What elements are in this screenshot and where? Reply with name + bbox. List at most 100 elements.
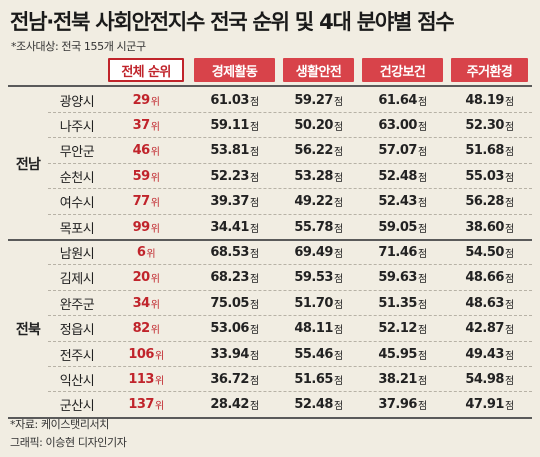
score-unit: 점 [504, 350, 514, 362]
score-unit: 점 [504, 147, 514, 159]
score-housing: 55.03 점 [447, 164, 532, 188]
rank-value: 20 [132, 270, 151, 286]
rank-value: 99 [132, 219, 151, 235]
score-life-safety: 53.28 점 [279, 164, 358, 188]
score-unit: 점 [333, 274, 343, 286]
score-value: 55.03 [465, 168, 504, 184]
score-value: 37.96 [378, 397, 417, 413]
score-value: 54.50 [465, 244, 504, 260]
score-unit: 점 [417, 325, 427, 337]
score-value: 59.05 [378, 219, 417, 235]
rank-value: 59 [132, 168, 151, 184]
score-health: 61.64 점 [358, 88, 447, 112]
score-health: 52.48 점 [358, 164, 447, 188]
score-unit: 점 [417, 198, 427, 210]
rank-value: 113 [128, 371, 154, 387]
city-name: 여수시 [59, 196, 95, 212]
row-divider [48, 137, 532, 139]
row-divider [48, 188, 532, 190]
rank-value: 34 [132, 295, 151, 311]
region-divider [8, 239, 532, 242]
row-divider [48, 289, 532, 291]
table-row: 순천시 59 위 52.23 점 53.28 점 52.48 점 55.03 점 [0, 164, 540, 190]
score-health: 45.95 점 [358, 342, 447, 366]
source-note: *자료: 케이스탯리서치 [10, 418, 109, 431]
score-housing: 49.43 점 [447, 342, 532, 366]
score-life-safety: 55.78 점 [279, 215, 358, 239]
score-value: 49.22 [294, 194, 333, 210]
city-name: 무안군 [59, 145, 95, 161]
score-unit: 점 [417, 299, 427, 311]
score-value: 59.53 [294, 270, 333, 286]
score-value: 49.43 [465, 346, 504, 362]
score-unit: 점 [333, 96, 343, 108]
score-value: 33.94 [210, 346, 249, 362]
score-value: 52.23 [210, 168, 249, 184]
row-divider [48, 162, 532, 164]
score-health: 37.96 점 [358, 393, 447, 417]
score-unit: 점 [333, 147, 343, 159]
rank-value: 37 [132, 117, 151, 133]
score-value: 59.11 [210, 117, 249, 133]
score-unit: 점 [417, 274, 427, 286]
score-unit: 점 [249, 121, 259, 133]
table-row: 남원시 6 위 68.53 점 69.49 점 71.46 점 54.50 점 [0, 240, 540, 266]
score-economy: 53.81 점 [190, 139, 279, 163]
score-value: 52.12 [378, 321, 417, 337]
city-name: 김제시 [59, 272, 95, 288]
score-value: 75.05 [210, 295, 249, 311]
score-housing: 54.98 점 [447, 367, 532, 391]
score-value: 61.03 [210, 92, 249, 108]
table-row: 여수시 77 위 39.37 점 49.22 점 52.43 점 56.28 점 [0, 190, 540, 215]
score-value: 53.81 [210, 143, 249, 159]
overall-rank: 82 위 [108, 317, 184, 341]
score-unit: 점 [333, 121, 343, 133]
score-value: 42.87 [465, 321, 504, 337]
region-label: 전북 [15, 322, 41, 339]
score-unit: 점 [417, 121, 427, 133]
rank-unit: 위 [150, 223, 160, 235]
overall-rank: 37 위 [108, 113, 184, 137]
score-housing: 47.91 점 [447, 393, 532, 417]
table-top-divider [8, 85, 532, 87]
rank-unit: 위 [150, 299, 160, 311]
rank-value: 46 [132, 143, 151, 159]
score-unit: 점 [249, 274, 259, 286]
score-health: 51.35 점 [358, 291, 447, 315]
score-unit: 점 [333, 375, 343, 387]
city-name: 나주시 [59, 119, 95, 135]
score-housing: 38.60 점 [447, 215, 532, 239]
score-unit: 점 [249, 96, 259, 108]
rank-unit: 위 [150, 172, 160, 184]
score-value: 28.42 [210, 397, 249, 413]
overall-rank: 99 위 [108, 215, 184, 239]
rank-unit: 위 [150, 121, 160, 133]
overall-rank: 20 위 [108, 266, 184, 290]
score-value: 54.98 [465, 371, 504, 387]
score-life-safety: 50.20 점 [279, 113, 358, 137]
score-unit: 점 [504, 223, 514, 235]
score-value: 47.91 [465, 397, 504, 413]
score-value: 59.27 [294, 92, 333, 108]
score-value: 56.28 [465, 194, 504, 210]
score-housing: 48.66 점 [447, 266, 532, 290]
score-value: 36.72 [210, 371, 249, 387]
overall-rank: 29 위 [108, 88, 184, 112]
score-unit: 점 [249, 223, 259, 235]
score-health: 52.12 점 [358, 317, 447, 341]
score-unit: 점 [417, 147, 427, 159]
score-economy: 33.94 점 [190, 342, 279, 366]
score-value: 48.11 [294, 321, 333, 337]
overall-rank: 137 위 [108, 393, 184, 417]
score-life-safety: 51.65 점 [279, 367, 358, 391]
score-unit: 점 [249, 198, 259, 210]
score-unit: 점 [249, 299, 259, 311]
rank-value: 77 [132, 194, 151, 210]
header-life-safety: 생활안전 [283, 58, 354, 82]
score-unit: 점 [333, 223, 343, 235]
page-title: 전남·전북 사회안전지수 전국 순위 및 4대 분야별 점수 [10, 10, 455, 34]
rank-value: 6 [136, 244, 146, 260]
score-value: 53.06 [210, 321, 249, 337]
score-health: 38.21 점 [358, 367, 447, 391]
score-value: 51.68 [465, 143, 504, 159]
